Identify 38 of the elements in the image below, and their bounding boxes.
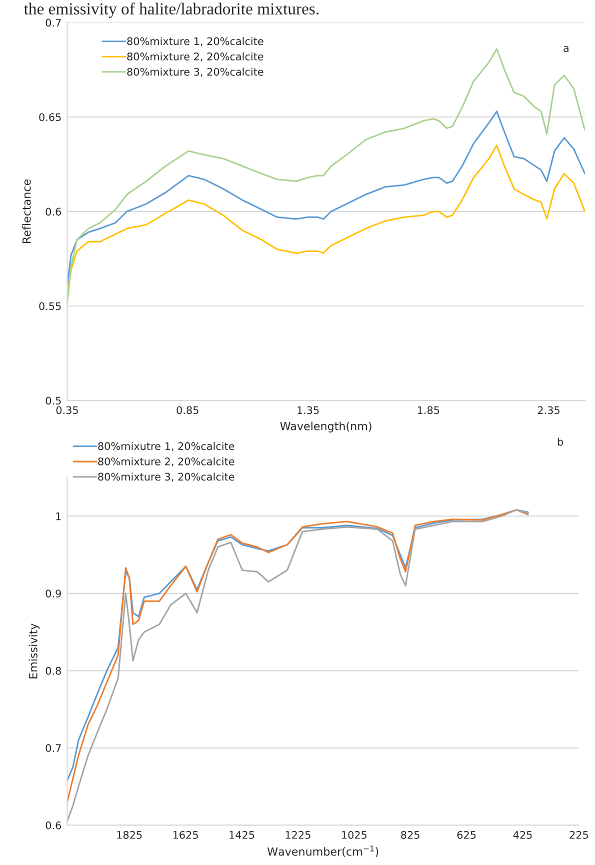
y-tick-label: 0.6: [46, 821, 62, 830]
y-tick-label: 0.5: [46, 396, 61, 405]
x-tick-label: 1425: [230, 830, 254, 839]
y-axis-title: Reflectance: [22, 180, 31, 243]
x-tick-label: 1225: [286, 830, 310, 839]
line-series: [67, 110, 585, 286]
x-tick-label: 1825: [117, 830, 142, 839]
y-tick-label: 0.7: [46, 18, 61, 27]
legend-label: 80%mixture 3, 20%calcite: [127, 68, 264, 77]
x-tick-label: 225: [570, 830, 588, 839]
x-tick-label: 1.85: [418, 406, 440, 414]
x-tick-label: 1.35: [298, 406, 319, 414]
legend-label: 80%mixture 2, 20%calcite: [98, 457, 234, 466]
text: b: [558, 438, 564, 446]
x-axis-title: Wavenumber(cm$^{−1}$): [267, 846, 378, 858]
legend-label: 80%mixture 2, 20%calcite: [127, 52, 264, 62]
y-tick-label: 1: [56, 512, 61, 520]
annotation: a: [564, 46, 568, 52]
legend-label: 80%mixutre 1, 20%calcite: [98, 442, 234, 452]
x-tick-label: 625: [457, 830, 476, 839]
y-tick-label: 0.6: [46, 208, 62, 216]
y-tick-label: 0.55: [39, 302, 61, 310]
legend-label: 80%mixture 1, 20%calcite: [127, 37, 264, 46]
x-tick-label: 425: [513, 830, 532, 839]
x-tick-label: 825: [401, 830, 420, 839]
x-tick-label: 1025: [342, 830, 366, 839]
text: the emissivity of halite/labradorite mixtures.: [24, 2, 318, 18]
x-tick-label: 0.35: [56, 406, 78, 414]
y-tick-label: 0.7: [46, 744, 61, 752]
y-tick-label: 0.65: [39, 113, 61, 122]
x-tick-label: 2.35: [538, 406, 560, 414]
y-axis-title: Emissivity: [28, 624, 40, 678]
x-tick-label: 0.85: [176, 406, 198, 414]
y-tick-label: 0.9: [46, 590, 61, 598]
legend-label: 80%mixture 3, 20%calcite: [98, 472, 234, 482]
y-tick-label: 0.8: [46, 666, 61, 675]
x-axis-title: Wavelength(nm): [280, 422, 372, 432]
x-tick-label: 1625: [173, 830, 198, 839]
